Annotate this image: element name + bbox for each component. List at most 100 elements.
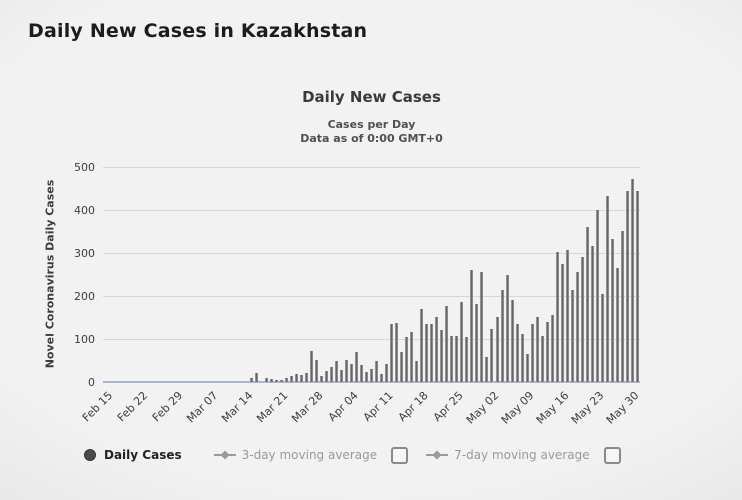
chart-subtitle-line1: Cases per Day: [327, 118, 416, 131]
daily-cases-bar[interactable]: [510, 300, 514, 382]
daily-cases-bar[interactable]: [269, 378, 273, 382]
daily-cases-bar[interactable]: [600, 294, 604, 382]
daily-cases-bar[interactable]: [304, 373, 308, 382]
daily-cases-bar[interactable]: [329, 366, 333, 382]
daily-cases-bar[interactable]: [319, 375, 323, 382]
daily-cases-bar[interactable]: [570, 290, 574, 382]
daily-cases-bar[interactable]: [435, 317, 439, 382]
daily-cases-bar[interactable]: [495, 317, 499, 382]
daily-cases-bar[interactable]: [580, 257, 584, 382]
daily-cases-bar[interactable]: [610, 239, 614, 382]
daily-cases-bar[interactable]: [525, 353, 529, 382]
daily-cases-bar[interactable]: [264, 378, 268, 382]
daily-cases-bar[interactable]: [360, 365, 363, 382]
chart-legend: Daily Cases 3-day moving average 7-day m…: [84, 445, 621, 465]
daily-cases-bar[interactable]: [299, 374, 303, 382]
page-title: Daily New Cases in Kazakhstan: [28, 20, 368, 42]
gridline-500: [103, 167, 640, 168]
daily-cases-bar[interactable]: [550, 315, 554, 382]
daily-cases-bar[interactable]: [485, 357, 489, 382]
daily-cases-bar[interactable]: [430, 324, 434, 382]
daily-cases-bar[interactable]: [395, 322, 399, 382]
daily-cases-bar[interactable]: [410, 332, 414, 382]
daily-cases-bar[interactable]: [626, 190, 629, 382]
daily-cases-bar[interactable]: [415, 360, 419, 382]
daily-cases-bar[interactable]: [470, 270, 474, 382]
chart-subtitle-line2: Data as of 0:00 GMT+0: [300, 132, 443, 145]
daily-cases-bar[interactable]: [370, 368, 373, 382]
daily-cases-marker-icon: [84, 449, 96, 461]
daily-cases-bar[interactable]: [420, 308, 424, 382]
daily-cases-bar[interactable]: [324, 371, 328, 382]
chart-title: Daily New Cases: [302, 88, 441, 106]
daily-cases-bar[interactable]: [555, 252, 559, 382]
daily-cases-bar[interactable]: [490, 328, 494, 382]
daily-cases-bar[interactable]: [380, 373, 383, 382]
daily-cases-bar[interactable]: [450, 335, 454, 382]
gridline-200: [103, 296, 640, 297]
daily-cases-bar[interactable]: [530, 323, 534, 382]
daily-cases-bar[interactable]: [365, 372, 368, 382]
legend-item-3day-moving-average[interactable]: 3-day moving average: [241, 448, 378, 462]
daily-cases-bar[interactable]: [375, 360, 378, 382]
3day-moving-average-checkbox[interactable]: [391, 446, 409, 464]
daily-cases-bar[interactable]: [284, 378, 288, 382]
daily-cases-bar[interactable]: [575, 271, 579, 382]
daily-cases-bar[interactable]: [520, 333, 524, 382]
daily-cases-bar[interactable]: [294, 374, 298, 382]
daily-cases-bar[interactable]: [405, 336, 409, 382]
daily-cases-bar[interactable]: [289, 376, 293, 382]
daily-cases-bar[interactable]: [565, 250, 569, 382]
daily-cases-bar[interactable]: [590, 245, 594, 382]
daily-cases-bar[interactable]: [354, 351, 358, 382]
daily-cases-bar[interactable]: [455, 335, 459, 382]
legend-item-daily-cases[interactable]: Daily Cases: [104, 448, 182, 462]
daily-cases-bar[interactable]: [254, 373, 258, 382]
daily-cases-bar[interactable]: [540, 335, 544, 382]
daily-cases-bar[interactable]: [465, 336, 469, 382]
7day-moving-average-checkbox[interactable]: [603, 446, 621, 464]
daily-cases-bar[interactable]: [339, 370, 343, 382]
daily-cases-bar[interactable]: [636, 190, 639, 382]
daily-cases-bar[interactable]: [440, 330, 444, 382]
daily-cases-bar[interactable]: [344, 359, 348, 382]
daily-cases-bar[interactable]: [545, 321, 549, 382]
daily-cases-bar[interactable]: [535, 317, 539, 382]
y-tick-label-300: 300: [74, 247, 95, 260]
3day-moving-average-marker-icon: [213, 450, 236, 460]
daily-cases-bar[interactable]: [425, 323, 429, 382]
daily-cases-bar[interactable]: [279, 379, 283, 382]
daily-cases-bar[interactable]: [400, 351, 404, 382]
daily-cases-bar[interactable]: [445, 305, 449, 382]
daily-cases-bar[interactable]: [605, 195, 609, 382]
gridline-100: [103, 339, 640, 340]
daily-cases-bar[interactable]: [620, 231, 624, 382]
daily-cases-bar[interactable]: [615, 267, 619, 382]
y-tick-label-500: 500: [74, 161, 95, 174]
daily-cases-bar[interactable]: [349, 363, 353, 382]
daily-cases-bar[interactable]: [390, 323, 394, 382]
daily-cases-bar[interactable]: [515, 323, 519, 382]
daily-cases-bar[interactable]: [274, 379, 278, 382]
daily-cases-bar[interactable]: [334, 360, 338, 382]
y-tick-label-200: 200: [74, 290, 95, 303]
x-axis-line: [103, 381, 640, 383]
daily-cases-bar[interactable]: [505, 274, 509, 382]
daily-cases-bar[interactable]: [249, 378, 253, 382]
daily-cases-bar[interactable]: [385, 363, 389, 382]
gridline-300: [103, 253, 640, 254]
daily-cases-bar[interactable]: [480, 271, 484, 382]
y-tick-label-400: 400: [74, 204, 95, 217]
daily-cases-bar[interactable]: [500, 290, 504, 382]
daily-cases-bar[interactable]: [585, 227, 589, 382]
daily-cases-bar[interactable]: [460, 302, 464, 382]
legend-item-7day-moving-average[interactable]: 7-day moving average: [454, 448, 590, 462]
daily-cases-bar[interactable]: [595, 210, 599, 382]
daily-cases-bar[interactable]: [631, 179, 634, 382]
daily-cases-bar[interactable]: [560, 263, 564, 382]
daily-cases-bar[interactable]: [475, 303, 479, 382]
daily-cases-bar[interactable]: [309, 351, 313, 382]
daily-cases-bar[interactable]: [314, 360, 318, 382]
y-tick-label-0: 0: [88, 376, 95, 389]
